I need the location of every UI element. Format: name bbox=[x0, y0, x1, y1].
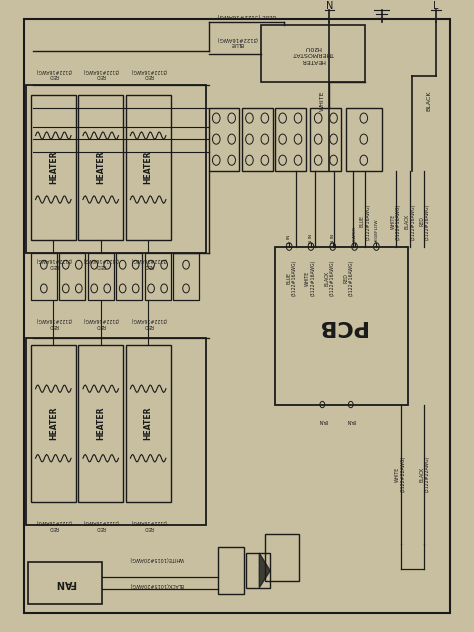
Bar bbox=[26, 85, 206, 253]
Bar bbox=[28, 562, 102, 604]
Bar bbox=[261, 25, 365, 82]
Text: RED
(3122#16AWG): RED (3122#16AWG) bbox=[130, 317, 166, 327]
Bar bbox=[275, 246, 408, 404]
Text: FAN: FAN bbox=[55, 578, 76, 588]
Text: N IN: N IN bbox=[309, 234, 313, 243]
Bar bbox=[78, 344, 123, 502]
Bar bbox=[173, 253, 199, 300]
Text: RED
(3122#16AWG): RED (3122#16AWG) bbox=[130, 257, 166, 267]
Text: RED
(3122#16AWG): RED (3122#16AWG) bbox=[130, 520, 166, 530]
Text: RED
(3122#16AWG): RED (3122#16AWG) bbox=[35, 520, 72, 530]
Bar bbox=[242, 107, 273, 171]
Bar bbox=[31, 344, 76, 502]
Bar bbox=[78, 95, 123, 240]
Text: RED
(3122#16AWG): RED (3122#16AWG) bbox=[82, 257, 119, 267]
Text: WHITE
(3122#16AWG): WHITE (3122#16AWG) bbox=[391, 203, 401, 240]
Text: RED
(3122#16AWG): RED (3122#16AWG) bbox=[82, 317, 119, 327]
Text: BLACK
(3122#22AWG): BLACK (3122#22AWG) bbox=[419, 456, 429, 492]
Text: BLUE
(3122#16AWG): BLUE (3122#16AWG) bbox=[216, 36, 258, 46]
Bar bbox=[59, 253, 85, 300]
Text: RED
(3122#16AWG): RED (3122#16AWG) bbox=[130, 68, 166, 78]
Text: HEATER: HEATER bbox=[96, 407, 105, 441]
Text: L IN: L IN bbox=[287, 235, 291, 243]
Text: FAN: FAN bbox=[318, 418, 327, 423]
Text: RED
(3122#16AWG): RED (3122#16AWG) bbox=[35, 257, 72, 267]
Text: PCB: PCB bbox=[317, 315, 366, 336]
Text: RED
(3122#16AWG): RED (3122#16AWG) bbox=[419, 203, 429, 240]
Text: RED
(3122#16AWG): RED (3122#16AWG) bbox=[82, 68, 119, 78]
Text: RED
(3122#16AWG): RED (3122#16AWG) bbox=[343, 260, 354, 296]
Bar bbox=[126, 95, 171, 240]
Bar bbox=[116, 253, 142, 300]
Bar bbox=[346, 107, 382, 171]
Text: WHITE
(3122#22AWG): WHITE (3122#22AWG) bbox=[395, 456, 406, 492]
Bar bbox=[310, 107, 341, 171]
Bar bbox=[246, 553, 270, 588]
Text: RED
(3122#16AWG): RED (3122#16AWG) bbox=[35, 68, 72, 78]
Bar bbox=[209, 107, 239, 171]
Text: L: L bbox=[433, 1, 439, 11]
Text: WHITE: WHITE bbox=[320, 91, 325, 111]
Text: BLACK
(3122#16AWG): BLACK (3122#16AWG) bbox=[324, 260, 335, 296]
Bar bbox=[26, 338, 206, 525]
Bar bbox=[275, 107, 306, 171]
Text: HEGEFLOW: HEGEFLOW bbox=[374, 219, 378, 243]
Polygon shape bbox=[259, 553, 270, 588]
Text: BLACK
(3122#16AWG): BLACK (3122#16AWG) bbox=[405, 203, 415, 240]
Bar bbox=[126, 344, 171, 502]
Text: HEATER: HEATER bbox=[144, 407, 153, 441]
Text: HEATER: HEATER bbox=[144, 151, 153, 185]
Text: WHITE(1015#20AWG): WHITE(1015#20AWG) bbox=[129, 556, 184, 561]
Bar bbox=[31, 253, 57, 300]
Bar bbox=[88, 253, 114, 300]
Text: FAN: FAN bbox=[346, 418, 356, 423]
Bar bbox=[218, 547, 244, 594]
Text: BLACK: BLACK bbox=[427, 91, 431, 111]
Text: HEATER: HEATER bbox=[96, 151, 105, 185]
Text: N: N bbox=[326, 1, 333, 11]
Bar bbox=[145, 253, 171, 300]
Text: RED
(3122#16AWG): RED (3122#16AWG) bbox=[82, 520, 119, 530]
Text: HEATER: HEATER bbox=[49, 407, 58, 441]
Text: N IN: N IN bbox=[331, 234, 335, 243]
Text: HEATER: HEATER bbox=[353, 226, 356, 243]
Text: HEATER
THERMOSTAT
H20U: HEATER THERMOSTAT H20U bbox=[292, 45, 334, 63]
Bar bbox=[31, 95, 76, 240]
Text: BLUE
(3122#16AWG): BLUE (3122#16AWG) bbox=[286, 260, 297, 296]
Text: BLUE
(3122#16AWG): BLUE (3122#16AWG) bbox=[360, 203, 370, 240]
Text: BLUE (3122#16AWG): BLUE (3122#16AWG) bbox=[217, 13, 276, 18]
Bar bbox=[265, 534, 299, 581]
Text: WHITE
(3122#16AWG): WHITE (3122#16AWG) bbox=[305, 260, 316, 296]
Text: RED
(3122#16AWG): RED (3122#16AWG) bbox=[35, 317, 72, 327]
Text: HEATER: HEATER bbox=[49, 151, 58, 185]
Text: BLACK(1015#20AWG): BLACK(1015#20AWG) bbox=[129, 582, 183, 587]
